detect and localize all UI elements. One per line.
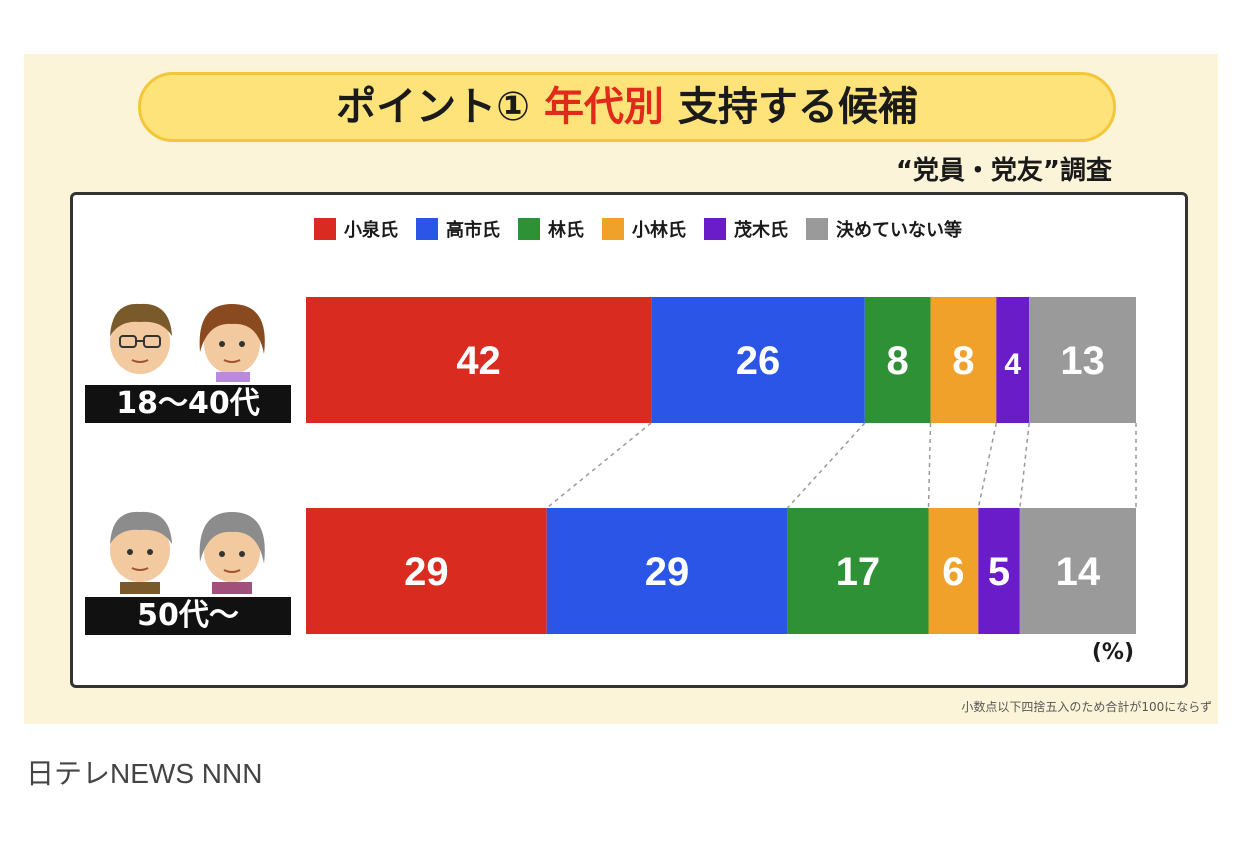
legend-swatch <box>314 218 336 240</box>
legend-swatch <box>602 218 624 240</box>
young-woman-icon <box>199 304 265 382</box>
bar-segment <box>978 508 1020 634</box>
legend-swatch <box>704 218 726 240</box>
legend-label: 決めていない等 <box>836 220 962 241</box>
legend-item: 小泉氏 <box>314 216 398 242</box>
legend-label: 高市氏 <box>446 220 500 241</box>
older-woman-icon <box>199 512 265 596</box>
unit-label: (%) <box>1091 640 1134 665</box>
bar-segment <box>864 297 931 423</box>
age-label-young: 18〜40代 <box>82 382 294 426</box>
legend-label: 林氏 <box>548 220 584 241</box>
older-people-illustration <box>110 511 265 596</box>
legend-item: 小林氏 <box>602 216 686 242</box>
bar-segment <box>930 297 997 423</box>
connector-line <box>1019 422 1030 509</box>
legend-item: 高市氏 <box>416 216 500 242</box>
data-label: 4 <box>1004 348 1021 381</box>
legend-swatch <box>806 218 828 240</box>
chart-subtitle: “党員・党友”調査 <box>895 156 1112 186</box>
data-label: 6 <box>942 550 964 594</box>
legend-item: 決めていない等 <box>806 216 962 242</box>
bar-segment <box>306 297 652 423</box>
bar-segment <box>787 508 929 634</box>
legend-label: 小林氏 <box>632 220 686 241</box>
age-label-older: 50代〜 <box>82 594 294 638</box>
bar-segment <box>928 508 979 634</box>
legend-swatch <box>518 218 540 240</box>
connector-line <box>786 422 866 509</box>
young-people-illustration <box>110 303 265 382</box>
data-label: 8 <box>887 339 909 383</box>
image-caption: 日テレNEWS NNN <box>26 758 263 789</box>
data-label: 26 <box>736 339 781 383</box>
bar-segment <box>306 508 547 634</box>
footnote: 小数点以下四捨五入のため合計が100にならず <box>961 700 1212 714</box>
connector-line <box>927 422 932 509</box>
title-part2: 支持する候補 <box>677 84 918 130</box>
chart-legend: 小泉氏 高市氏 林氏 小林氏 茂木氏 決めていない等 <box>314 214 980 244</box>
bar-segment <box>546 508 788 634</box>
bar-segment <box>1019 508 1136 634</box>
bar-segment <box>1029 297 1136 423</box>
title-part1: ポイント① <box>336 84 530 130</box>
data-label: 29 <box>645 550 690 594</box>
data-label: 5 <box>988 550 1010 594</box>
data-label: 8 <box>952 339 974 383</box>
data-label: 42 <box>456 339 501 383</box>
older-man-icon <box>110 511 172 596</box>
legend-label: 茂木氏 <box>734 220 788 241</box>
data-label: 14 <box>1056 550 1101 594</box>
bar-segment <box>651 297 865 423</box>
chart-title: ポイント① 年代別 支持する候補 <box>138 72 1116 142</box>
connector-line <box>546 422 652 509</box>
legend-item: 林氏 <box>518 216 584 242</box>
legend-label: 小泉氏 <box>344 220 398 241</box>
data-label: 13 <box>1060 339 1105 383</box>
data-label: 17 <box>836 550 881 594</box>
legend-item: 茂木氏 <box>704 216 788 242</box>
bar-segment <box>996 297 1030 423</box>
data-label: 29 <box>404 550 449 594</box>
connector-line <box>977 422 998 509</box>
title-highlight: 年代別 <box>543 84 664 130</box>
young-man-icon <box>110 303 172 374</box>
legend-swatch <box>416 218 438 240</box>
